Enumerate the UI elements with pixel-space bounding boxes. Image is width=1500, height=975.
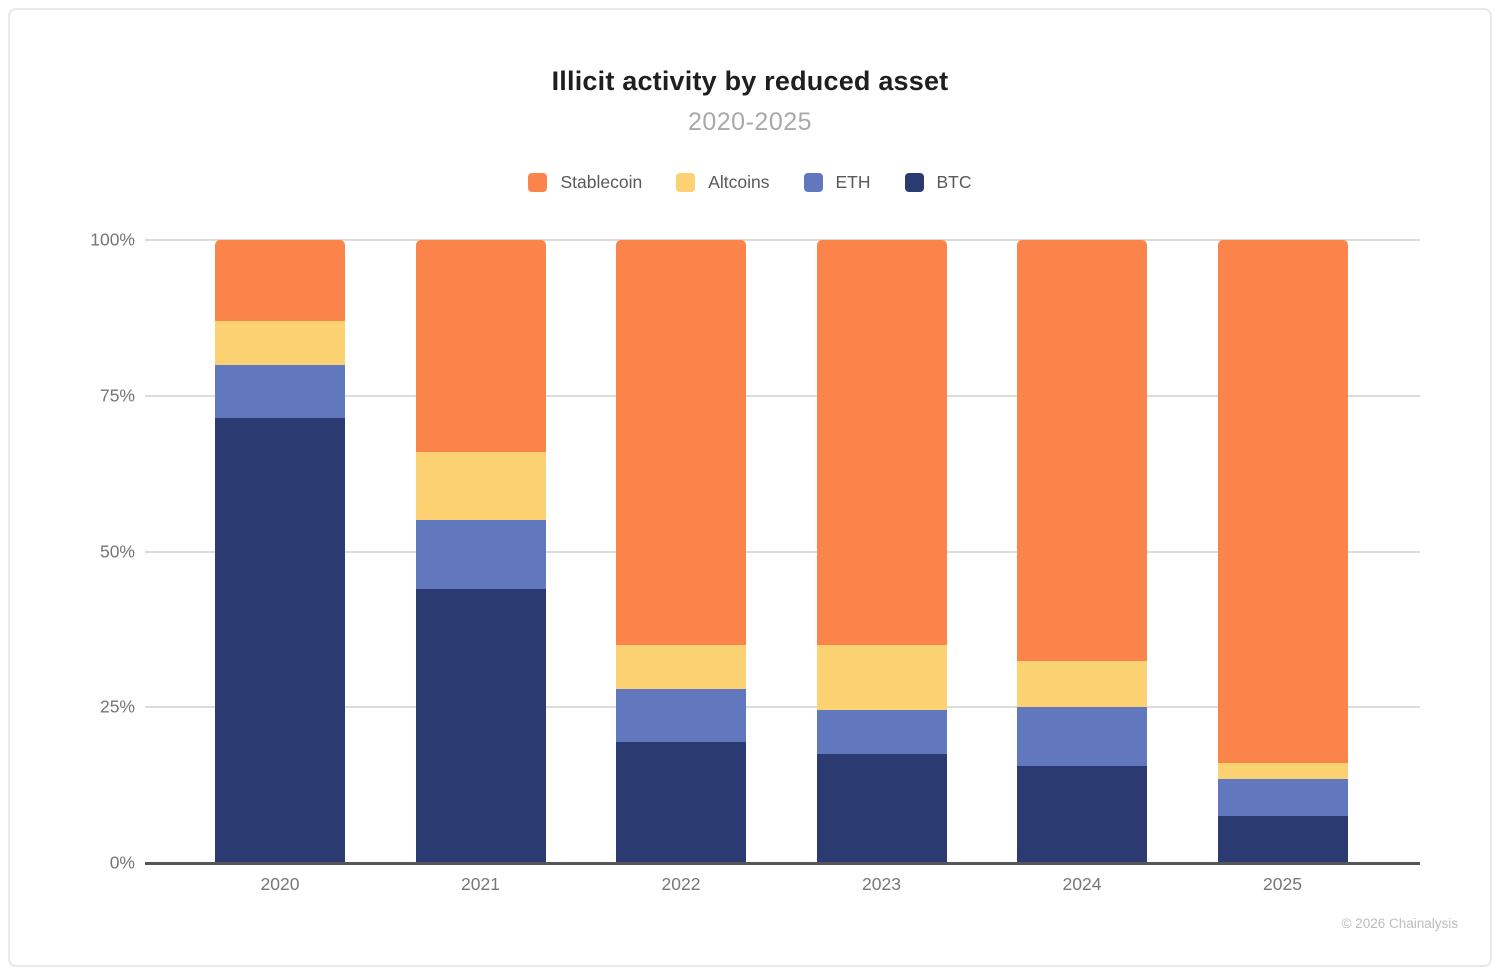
segment-btc-2025 [1217,816,1348,863]
gridline-100% [145,239,1420,241]
legend: Stablecoin Altcoins ETH BTC [0,172,1500,193]
segment-stablecoin-2023 [816,240,947,645]
legend-label-eth: ETH [835,172,871,192]
legend-swatch-btc [904,173,924,192]
legend-swatch-eth [803,173,823,192]
y-tick-label-0%: 0% [109,852,135,873]
segment-stablecoin-2020 [215,240,345,321]
segment-btc-2022 [616,741,746,863]
legend-item-stablecoin: Stablecoin [528,172,642,193]
segment-stablecoin-2021 [415,240,546,452]
segment-btc-2023 [816,753,947,863]
segment-eth-2020 [215,364,345,418]
segment-eth-2022 [616,688,746,742]
segment-btc-2021 [415,588,546,863]
segment-eth-2025 [1217,778,1348,817]
segment-eth-2023 [816,710,947,754]
segment-btc-2024 [1017,766,1147,863]
legend-label-btc: BTC [936,172,972,192]
bar-2022 [616,240,746,863]
segment-stablecoin-2022 [616,240,746,645]
x-tick-label-2024: 2024 [1062,874,1102,894]
x-axis-line [145,862,1420,865]
bar-2024 [1017,240,1147,863]
legend-swatch-stablecoin [528,173,548,192]
y-tick-label-25%: 25% [99,696,135,717]
bar-2020 [215,240,345,863]
gridline-75% [145,394,1420,397]
segment-altcoins-2025 [1217,763,1348,779]
segment-altcoins-2024 [1017,660,1147,708]
bar-2023 [816,240,947,863]
y-tick-label-100%: 100% [90,229,135,250]
gridline-25% [145,706,1420,709]
segment-altcoins-2023 [816,644,947,711]
bar-2021 [415,240,546,863]
copyright: © 2026 Chainalysis [1341,916,1458,931]
x-tick-label-2025: 2025 [1263,874,1302,894]
legend-item-altcoins: Altcoins [676,172,770,193]
legend-label-stablecoin: Stablecoin [560,172,643,192]
y-tick-label-75%: 75% [99,385,135,406]
chart-subtitle: 2020-2025 [687,108,813,136]
legend-item-eth: ETH [803,172,871,193]
bar-2025 [1217,240,1348,863]
x-tick-label-2021: 2021 [461,874,500,894]
x-tick-label-2023: 2023 [862,874,901,894]
x-tick-label-2022: 2022 [661,874,701,894]
segment-altcoins-2022 [616,644,746,689]
legend-label-altcoins: Altcoins [708,172,770,192]
y-tick-label-50%: 50% [99,541,135,561]
x-tick-label-2020: 2020 [260,874,300,894]
segment-stablecoin-2024 [1017,240,1147,661]
segment-eth-2021 [415,520,546,589]
segment-altcoins-2020 [215,321,345,365]
segment-stablecoin-2025 [1217,240,1348,764]
segment-btc-2020 [215,417,345,863]
legend-swatch-altcoins [676,173,696,192]
segment-eth-2024 [1017,707,1147,767]
gridline-50% [145,550,1420,553]
chart-title: Illicit activity by reduced asset [551,66,949,96]
segment-altcoins-2021 [415,451,546,521]
legend-item-btc: BTC [904,172,972,193]
